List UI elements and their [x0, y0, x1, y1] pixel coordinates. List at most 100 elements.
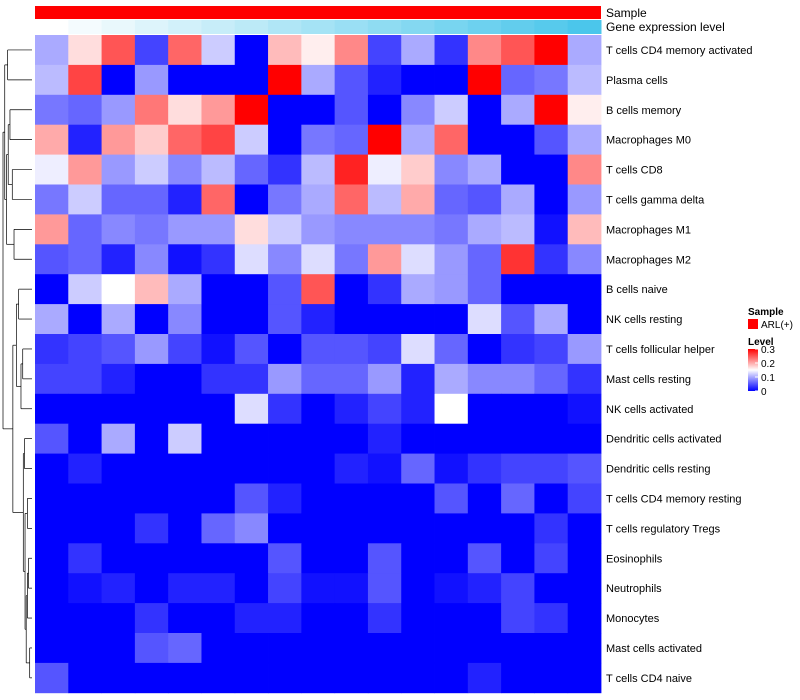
heatmap-cell: [68, 124, 102, 155]
heatmap-cell: [501, 334, 535, 365]
row-label: T cells CD4 memory resting: [606, 493, 742, 505]
heatmap-cell: [334, 633, 369, 664]
heatmap-cell: [134, 393, 169, 425]
heatmap-cell: [134, 124, 169, 155]
heatmap-cell: [367, 603, 402, 634]
heatmap-cell: [467, 363, 502, 395]
heatmap-cell: [68, 363, 102, 395]
row-label: NK cells resting: [606, 314, 682, 326]
heatmap-cell: [168, 633, 202, 664]
heatmap-cell: [201, 154, 236, 185]
heatmap-cell: [134, 184, 169, 215]
heatmap-cell: [501, 423, 535, 454]
heatmap-cell: [567, 513, 602, 544]
heatmap-cell: [534, 573, 569, 604]
heatmap-cell: [234, 35, 269, 66]
heatmap-cell: [534, 633, 569, 664]
heatmap-cell: [567, 274, 602, 305]
heatmap-cell: [101, 603, 136, 634]
heatmap-cell: [168, 304, 202, 335]
heatmap-cell: [334, 603, 369, 634]
legend-level-ticks: 0.3 0.2 0.1 0: [755, 345, 775, 398]
heatmap-cell: [101, 64, 136, 96]
heatmap-cell: [301, 274, 336, 305]
heatmap-cell: [367, 124, 402, 155]
heatmap-cell: [401, 64, 435, 96]
row-label: Mast cells activated: [606, 643, 702, 655]
annotation-cell-expression: [134, 20, 169, 34]
heatmap-cell: [201, 363, 236, 395]
heatmap-cell: [268, 513, 302, 544]
heatmap-cell: [401, 453, 435, 484]
heatmap-cell: [301, 35, 336, 66]
heatmap-cell: [35, 94, 69, 126]
heatmap-cell: [268, 363, 302, 395]
heatmap-cell: [301, 244, 336, 275]
heatmap-cell: [467, 184, 502, 215]
heatmap-cell: [367, 633, 402, 664]
heatmap-cell: [268, 94, 302, 126]
heatmap-cell: [168, 244, 202, 275]
heatmap-cell: [168, 513, 202, 544]
row-label: B cells memory: [606, 105, 682, 117]
heatmap-cell: [534, 35, 569, 66]
legend-tick-label: 0.1: [761, 373, 775, 384]
heatmap-cell: [334, 543, 369, 574]
annotation-cell-expression: [234, 20, 269, 34]
row-label: Dendritic cells activated: [606, 434, 722, 446]
heatmap-cell: [501, 543, 535, 574]
heatmap-cell: [268, 304, 302, 335]
heatmap-cell: [367, 334, 402, 365]
annotation-bar-sample: [35, 6, 601, 19]
heatmap-cell: [367, 453, 402, 484]
heatmap-cell: [534, 274, 569, 305]
heatmap-cell: [301, 304, 336, 335]
heatmap-cell: [567, 393, 602, 425]
heatmap-cell: [534, 453, 569, 484]
heatmap-cell: [234, 393, 269, 425]
heatmap-cell: [234, 423, 269, 454]
heatmap-cell: [201, 603, 236, 634]
heatmap-cell: [234, 274, 269, 305]
heatmap-cell: [301, 64, 336, 96]
heatmap-cell: [301, 94, 336, 126]
heatmap-cell: [268, 64, 302, 96]
heatmap-cell: [534, 244, 569, 275]
heatmap-cell: [101, 423, 136, 454]
heatmap-cell: [134, 244, 169, 275]
legend-tick-label: 0.3: [761, 345, 775, 356]
heatmap-cell: [401, 154, 435, 185]
heatmap-cell: [168, 184, 202, 215]
heatmap-cell: [367, 244, 402, 275]
heatmap-cell: [567, 423, 602, 454]
heatmap-cell: [134, 603, 169, 634]
heatmap-cell: [301, 154, 336, 185]
heatmap-cell: [434, 94, 469, 126]
heatmap-cell: [168, 483, 202, 514]
heatmap-cell: [68, 35, 102, 66]
heatmap-cell: [401, 633, 435, 664]
heatmap-cell: [467, 334, 502, 365]
heatmap-cell: [334, 483, 369, 514]
heatmap-cell: [534, 662, 569, 694]
heatmap-cell: [334, 244, 369, 275]
heatmap-cell: [35, 363, 69, 395]
heatmap-cell: [367, 513, 402, 544]
heatmap-cell: [467, 124, 502, 155]
heatmap-cell: [234, 633, 269, 664]
heatmap-cell: [301, 363, 336, 395]
heatmap-cell: [35, 244, 69, 275]
heatmap-cell: [68, 64, 102, 96]
heatmap-cell: [268, 662, 302, 694]
heatmap-cell: [101, 662, 136, 694]
heatmap-cell: [134, 304, 169, 335]
heatmap-cell: [367, 94, 402, 126]
heatmap-cell: [134, 214, 169, 245]
heatmap-cell: [234, 124, 269, 155]
heatmap-cell: [35, 393, 69, 425]
heatmap-cell: [334, 513, 369, 544]
heatmap-cell: [334, 573, 369, 604]
heatmap-cell: [367, 483, 402, 514]
legend-sample-swatch: [748, 319, 758, 329]
heatmap-cell: [534, 124, 569, 155]
